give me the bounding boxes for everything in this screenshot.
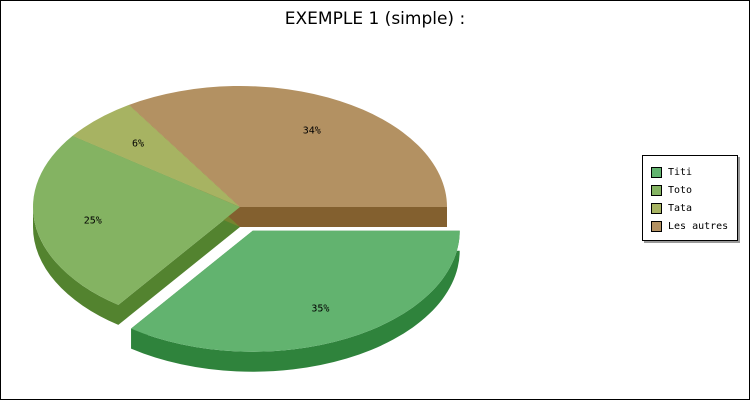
pie-label-les-autres: 34% (303, 126, 321, 137)
legend-label-titi: Titi (668, 166, 693, 178)
legend-item-titi: Titi (651, 163, 737, 181)
pie-labels: 35% 25% 6% 34% (84, 126, 330, 315)
chart-title: EXEMPLE 1 (simple) : (284, 9, 466, 29)
legend-item-tata: Tata (651, 199, 737, 217)
pie-slice-titi (131, 230, 460, 352)
pie-label-tata: 6% (132, 138, 144, 149)
legend-swatch-titi (651, 166, 662, 178)
pie-slice-toto (33, 135, 240, 305)
legend: Titi Toto Tata Les autres (642, 155, 738, 241)
pie-label-toto: 25% (84, 216, 102, 227)
legend-label-les-autres: Les autres (668, 220, 729, 232)
legend-label-tata: Tata (668, 202, 693, 214)
legend-item-les-autres: Les autres (651, 217, 737, 235)
pie-slice-les-autres (129, 86, 447, 207)
legend-swatch-toto (651, 184, 662, 196)
legend-label-toto: Toto (668, 184, 693, 196)
pie-slice-tata (72, 104, 241, 207)
legend-swatch-les-autres (651, 220, 662, 232)
legend-swatch-tata (651, 202, 662, 214)
pie-tops (33, 86, 460, 352)
pie-label-titi: 35% (311, 303, 329, 314)
legend-item-toto: Toto (651, 181, 737, 199)
